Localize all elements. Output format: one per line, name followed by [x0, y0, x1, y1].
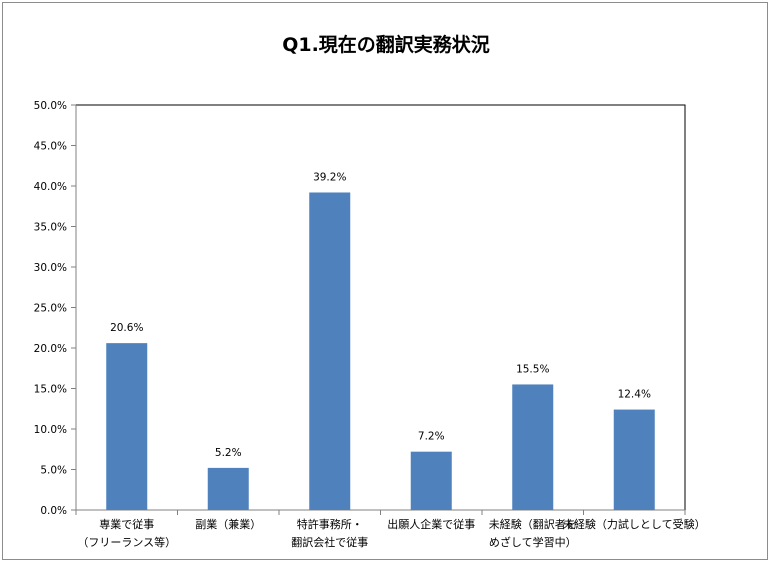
data-label: 15.5% [516, 363, 549, 375]
y-tick-label: 20.0% [34, 343, 67, 355]
category-label: めざして学習中） [489, 535, 577, 549]
bar [106, 343, 148, 510]
category-label: 未経験（翻訳者を [489, 517, 577, 531]
y-tick-label: 50.0% [34, 100, 67, 112]
plot-area [75, 104, 686, 511]
y-tick-label: 25.0% [34, 303, 67, 315]
category-label: 副業（兼業） [195, 518, 261, 531]
y-tick-label: 30.0% [34, 262, 67, 274]
data-label: 39.2% [313, 171, 346, 183]
chart-title: Q1.現在の翻訳実務状況 [282, 34, 490, 56]
category-label: 出願人企業で従事 [387, 517, 475, 531]
y-tick-label: 10.0% [34, 424, 67, 436]
data-label: 7.2% [418, 431, 445, 443]
y-tick-label: 45.0% [34, 141, 67, 153]
y-tick-label: 15.0% [34, 384, 67, 396]
category-label: 翻訳会社で従事 [291, 535, 368, 549]
bar [613, 409, 655, 510]
y-tick-label: 40.0% [34, 181, 67, 193]
data-label: 5.2% [215, 447, 242, 459]
y-tick-label: 5.0% [40, 465, 67, 477]
data-label: 20.6% [110, 322, 143, 334]
bar [512, 384, 554, 510]
bar [410, 451, 452, 510]
bar [207, 467, 249, 510]
y-tick-label: 0.0% [40, 505, 67, 517]
category-label: 未経験（力試しとして受験） [563, 517, 706, 531]
category-label: 特許事務所・ [297, 517, 363, 531]
y-tick-label: 35.0% [34, 222, 67, 234]
bar [309, 192, 351, 511]
category-label: 専業で従事 [99, 518, 154, 531]
data-label: 12.4% [618, 389, 651, 401]
category-label: （フリーランス等） [77, 535, 176, 549]
